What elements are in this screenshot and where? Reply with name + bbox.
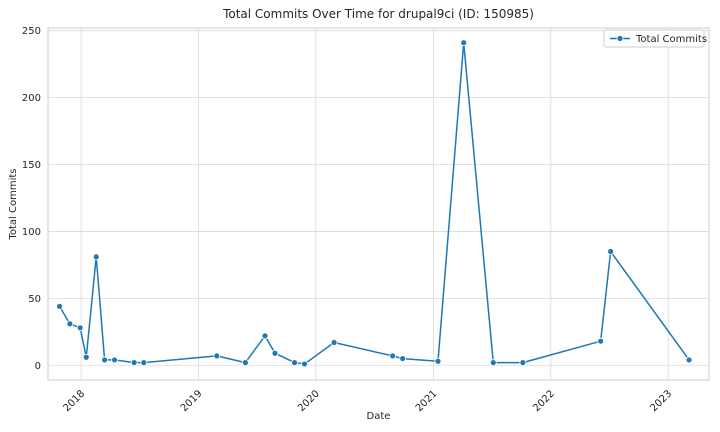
data-point [101, 356, 108, 364]
data-point [291, 359, 298, 367]
y-tick-label: 0 [35, 361, 41, 372]
legend: Total Commits [603, 29, 707, 48]
chart-title: Total Commits Over Time for drupal9ci (I… [222, 7, 534, 21]
data-point [460, 39, 468, 47]
legend-entry-total-commits: Total Commits [635, 34, 707, 45]
data-point [489, 359, 497, 367]
y-tick-label: 50 [28, 294, 41, 305]
data-point [56, 302, 63, 310]
data-point [271, 349, 279, 357]
data-point [66, 320, 74, 328]
data-point [330, 339, 338, 346]
x-axis-label: Date [367, 411, 391, 422]
data-point [434, 357, 442, 365]
plot-area [47, 27, 710, 381]
data-point [213, 352, 221, 360]
y-tick-label: 250 [22, 26, 41, 37]
y-tick-label: 150 [22, 160, 41, 171]
series-layer [56, 39, 693, 368]
data-point [685, 356, 693, 364]
data-point [111, 356, 118, 364]
data-point [399, 355, 407, 362]
data-point [76, 324, 84, 332]
data-point [597, 337, 605, 345]
grid-lines [48, 28, 709, 380]
data-point [241, 359, 249, 367]
data-point [140, 359, 148, 367]
data-point [389, 352, 397, 360]
legend-box [603, 29, 705, 48]
y-tick-label: 200 [22, 93, 41, 104]
data-point [301, 360, 308, 368]
y-axis-label: Total Commits [8, 168, 19, 240]
y-tick-label: 100 [22, 227, 41, 238]
legend-marker-swatch [616, 35, 624, 42]
data-point [261, 332, 269, 340]
data-point [519, 359, 527, 367]
data-point [607, 248, 615, 255]
data-point [92, 253, 100, 261]
data-point [82, 353, 90, 361]
data-point [130, 359, 138, 367]
